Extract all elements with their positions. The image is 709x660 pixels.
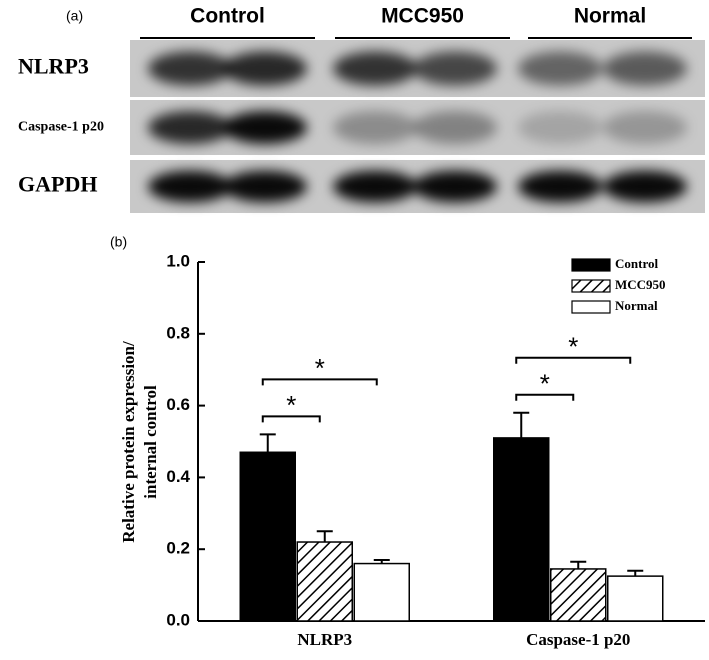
bar bbox=[493, 437, 550, 622]
band bbox=[413, 170, 497, 203]
y-tick-label: 0.0 bbox=[166, 610, 190, 629]
row-label: Caspase-1 p20 bbox=[18, 120, 104, 135]
band bbox=[413, 51, 497, 86]
band bbox=[223, 51, 307, 86]
band bbox=[518, 51, 602, 86]
y-axis-label-line: Relative protein expression/ bbox=[119, 341, 138, 543]
band bbox=[603, 170, 687, 203]
band bbox=[603, 111, 687, 144]
legend-label: Control bbox=[615, 256, 658, 271]
band bbox=[333, 170, 417, 203]
band bbox=[518, 111, 602, 144]
y-tick-label: 0.4 bbox=[166, 467, 190, 486]
group-label: Control bbox=[190, 5, 265, 28]
band bbox=[518, 170, 602, 203]
band bbox=[223, 170, 307, 203]
significance-label: * bbox=[315, 353, 325, 383]
bar bbox=[607, 575, 664, 622]
significance-bracket bbox=[515, 356, 632, 364]
legend-swatch bbox=[571, 300, 611, 314]
legend-label: MCC950 bbox=[615, 277, 666, 292]
y-tick-label: 0.2 bbox=[166, 539, 190, 558]
significance-label: * bbox=[540, 369, 550, 399]
row-label: GAPDH bbox=[18, 172, 97, 197]
band bbox=[148, 111, 232, 144]
bands bbox=[148, 51, 687, 86]
significance-bracket bbox=[261, 415, 321, 423]
bands bbox=[148, 170, 687, 203]
legend-swatch bbox=[571, 279, 611, 293]
x-tick-label: NLRP3 bbox=[297, 630, 352, 649]
band bbox=[333, 111, 417, 144]
y-axis-label-line: internal control bbox=[141, 385, 160, 499]
bar bbox=[296, 541, 353, 622]
panel-label: (b) bbox=[110, 234, 127, 250]
y-tick-label: 0.8 bbox=[166, 323, 190, 342]
band bbox=[333, 51, 417, 86]
panel-label: (a) bbox=[66, 8, 83, 24]
band bbox=[413, 111, 497, 144]
western-blot: Control MCC950 Normal NLRP3 Caspase-1 p20 GAP… bbox=[18, 5, 705, 213]
significance-bracket bbox=[515, 393, 575, 401]
group-label: MCC950 bbox=[381, 5, 464, 28]
bar bbox=[239, 451, 296, 622]
band bbox=[603, 51, 687, 86]
band bbox=[148, 51, 232, 86]
band bbox=[148, 170, 232, 203]
group-label: Normal bbox=[574, 5, 646, 28]
legend-swatch bbox=[571, 258, 611, 272]
y-axis-label: Relative protein expression/internal con… bbox=[119, 341, 160, 543]
bar-chart: 0.0 0.2 0.4 0.6 0.8 1.0 Relative protein expre… bbox=[119, 251, 705, 649]
y-tick-label: 0.6 bbox=[166, 395, 190, 414]
x-tick-label: Caspase-1 p20 bbox=[526, 630, 630, 649]
significance-label: * bbox=[286, 390, 296, 420]
significance-label: * bbox=[568, 332, 578, 362]
band bbox=[223, 111, 307, 144]
bar bbox=[353, 562, 410, 622]
legend-label: Normal bbox=[615, 298, 658, 313]
row-label: NLRP3 bbox=[18, 54, 89, 79]
bar bbox=[550, 568, 607, 622]
bands bbox=[148, 111, 687, 144]
y-tick-label: 1.0 bbox=[166, 251, 190, 270]
significance-bracket bbox=[261, 378, 378, 386]
